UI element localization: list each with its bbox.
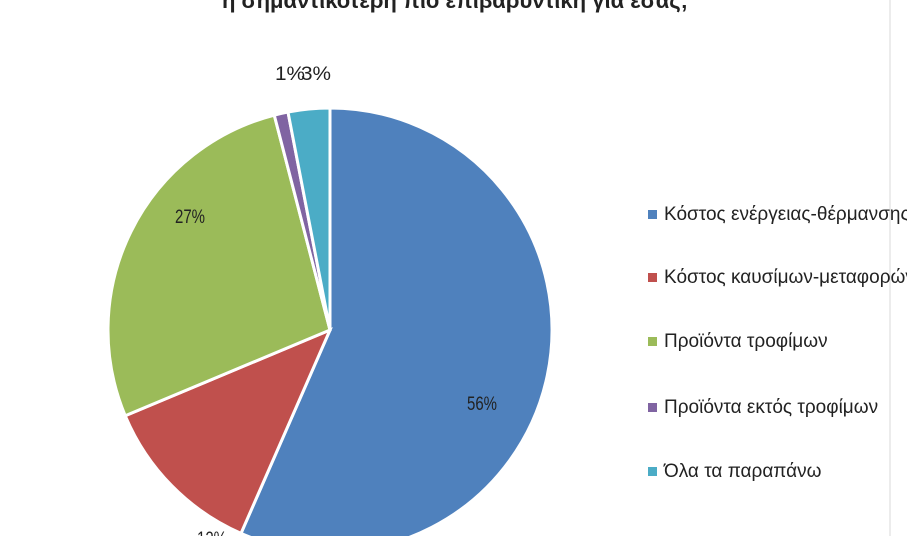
legend-label: Κόστος καυσίμων-μεταφορών — [664, 267, 907, 288]
data-label: 27% — [175, 207, 205, 228]
pie-slice — [123, 327, 333, 536]
pie-slice — [286, 106, 332, 331]
data-label: 12% — [197, 529, 227, 536]
legend-swatch — [648, 273, 657, 282]
pie-slice — [239, 106, 554, 536]
data-label: 1% — [275, 64, 305, 85]
data-label: 56% — [467, 394, 497, 415]
legend-swatch — [648, 403, 657, 412]
legend-swatch — [648, 467, 657, 476]
legend-swatch — [648, 337, 657, 346]
pie-slice — [106, 113, 332, 418]
legend-label: Κόστος ενέργειας-θέρμανσης — [664, 204, 907, 225]
legend-swatch — [648, 210, 657, 219]
chart-title: η σημαντικότερη πιο επιβαρυντική για εσά… — [222, 0, 688, 13]
data-label: 3% — [301, 64, 331, 85]
legend-label: Προϊόντα τροφίμων — [664, 331, 828, 352]
legend-label: Όλα τα παραπάνω — [663, 461, 822, 482]
legend-label: Προϊόντα εκτός τροφίμων — [664, 397, 878, 418]
